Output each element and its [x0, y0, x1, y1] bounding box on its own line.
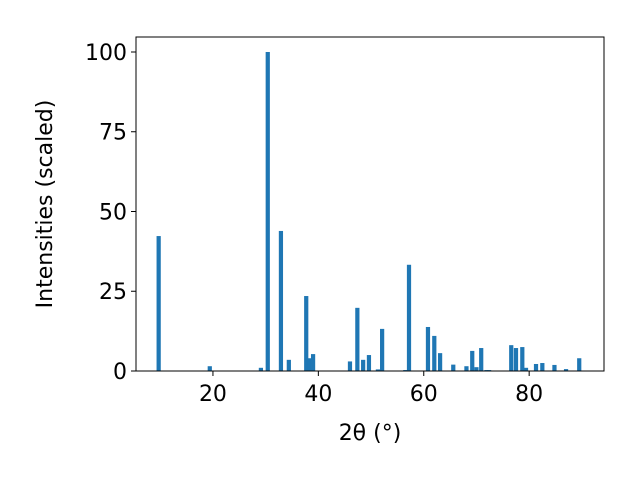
bar	[380, 328, 385, 371]
bar	[563, 369, 569, 371]
bar	[509, 345, 514, 371]
bar	[432, 335, 437, 371]
bar	[470, 350, 475, 371]
bar	[513, 348, 519, 371]
bar	[533, 363, 539, 371]
bar	[523, 367, 529, 371]
bar	[479, 348, 484, 371]
bar	[156, 236, 161, 371]
bar	[347, 361, 353, 371]
plot-frame	[135, 36, 605, 372]
bar	[464, 366, 469, 371]
x-tick-label: 20	[199, 382, 227, 407]
bar	[355, 307, 360, 371]
bar	[520, 347, 525, 371]
bar	[286, 359, 291, 371]
bar	[361, 359, 366, 371]
bar	[366, 355, 372, 371]
bar	[307, 358, 313, 371]
y-axis-label: Intensities (scaled)	[33, 100, 58, 309]
bar	[577, 358, 582, 371]
bar	[278, 230, 284, 371]
y-tick-label: 25	[99, 280, 127, 305]
x-axis-label: 2θ (°)	[339, 421, 402, 446]
bar	[552, 364, 557, 371]
bar	[258, 367, 264, 371]
x-tick-label: 60	[410, 382, 438, 407]
bar	[304, 296, 309, 371]
y-tick-label: 75	[99, 121, 127, 146]
y-tick-label: 0	[113, 360, 127, 385]
y-tick-label: 50	[99, 200, 127, 225]
bar	[375, 369, 381, 371]
bar	[310, 354, 316, 371]
bar	[207, 366, 212, 371]
bar	[406, 264, 412, 371]
bar	[540, 363, 545, 371]
y-tick-label: 100	[85, 41, 127, 66]
bar	[425, 326, 431, 371]
bar	[265, 51, 270, 371]
x-tick-label: 80	[515, 382, 543, 407]
bar	[451, 364, 456, 371]
x-tick-label: 40	[304, 382, 332, 407]
bar	[437, 353, 443, 371]
bar	[474, 367, 479, 371]
